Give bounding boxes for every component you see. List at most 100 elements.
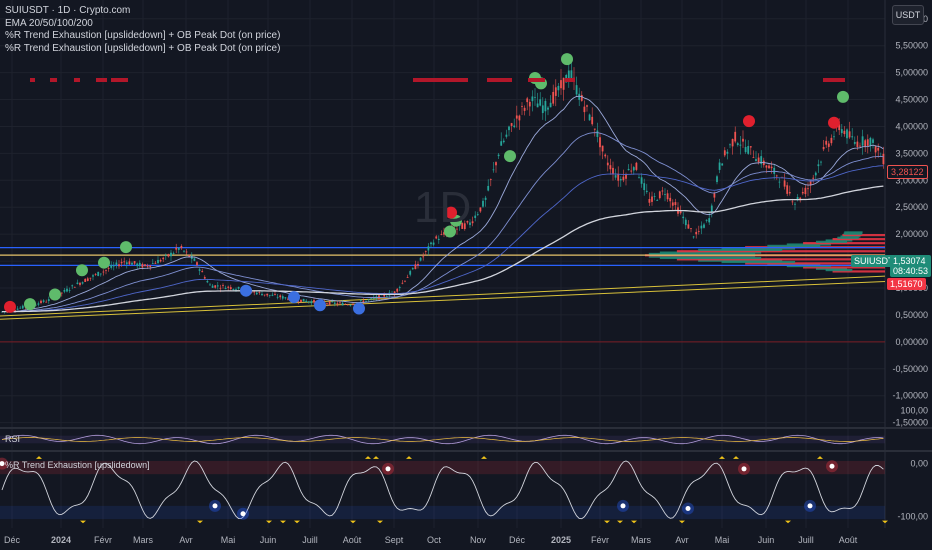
candle-body [63,289,66,292]
candle-body [799,197,802,199]
wr-signal-dot [620,503,626,509]
candle-body [848,131,851,138]
up-triangle [365,456,371,459]
candle-body [770,166,773,169]
signal-marker [30,78,35,82]
candle-body [346,304,349,306]
candle-body [180,245,183,249]
candle-body [287,298,289,300]
wr-signal-dot [0,461,5,467]
candle-body [492,169,495,171]
candle-body [229,287,232,290]
candle-body [188,255,191,257]
candle-body [73,286,76,288]
candle-body [742,138,744,142]
up-triangle [406,456,412,459]
candle-body [349,305,352,307]
candle-body [502,140,505,143]
candle-body [437,238,440,240]
volume-profile-bar [815,240,848,243]
candle-body [765,165,768,168]
candle-body [495,162,497,166]
candle-body [211,285,214,288]
candle-body [664,193,666,195]
candle-body [79,282,81,285]
ema-legend[interactable]: EMA 20/50/100/200 [5,17,93,29]
candle-body [648,199,651,203]
up-triangle [36,456,42,459]
candle-body [612,167,614,175]
indicator-legend-2[interactable]: %R Trend Exhaustion [upslidedown] + OB P… [5,42,281,54]
candle-body [669,197,672,202]
indicator-legend-1[interactable]: %R Trend Exhaustion [upslidedown] + OB P… [5,30,281,41]
volume-profile-bar [837,236,859,239]
candle-body [45,301,48,303]
candle-body [297,301,300,303]
symbol-title[interactable]: SUIUSDT · 1D · Crypto.com [5,5,131,16]
candle-body [489,178,492,180]
candle-body [731,139,734,147]
time-axis-label: Juill [798,535,814,545]
candle-body [341,302,344,306]
candle-body [814,172,817,176]
candle-body [570,70,573,79]
candle-body [684,219,687,226]
volume-profile-bar [825,269,853,272]
wr-line [1,460,884,520]
candle-body [604,154,607,157]
candle-body [531,96,534,102]
wr-pane-label[interactable]: %R Trend Exhaustion [upslidedown] [5,460,150,470]
candle-body [755,159,757,162]
up-triangle [817,456,823,459]
candle-body [606,162,609,166]
bear-exhaustion-dot [828,116,840,129]
candle-body [206,281,209,283]
candle-body [175,247,178,250]
candle-body [734,131,737,142]
candle-body [253,291,256,293]
ema-line-100 [2,165,884,313]
candle-body [856,141,859,147]
volume-profile-bar [832,270,885,273]
candle-body [300,299,302,303]
candle-body [775,175,778,177]
currency-button[interactable]: USDT [892,5,924,25]
candle-body [125,262,128,265]
candle-body [661,190,664,192]
candle-body [632,167,635,171]
rsi-band [0,435,885,444]
candle-body [21,305,24,309]
volume-profile-bar [803,242,885,245]
volume-profile-bar [767,244,821,247]
candle-body [820,161,822,163]
ema-line-20 [2,95,884,313]
candle-body [497,154,500,157]
wr-signal-dot [829,463,835,469]
candle-body [110,265,113,268]
candle-body [482,200,484,207]
candle-body [786,185,789,194]
candle-body [432,242,435,245]
volume-profile-bar [786,264,831,268]
up-triangle [373,456,379,459]
volume-profile-bar [648,255,756,258]
last-price-badge: 1,53074 08:40:53 [890,255,932,277]
candle-body [825,140,828,145]
rsi-pane-label[interactable]: RSI [5,434,21,444]
candle-body [682,216,685,219]
bull-exhaustion-dot [837,90,849,103]
candle-body [274,294,276,295]
candle-body [401,282,404,284]
candle-body [40,300,42,303]
signal-marker [487,78,512,82]
candle-body [791,201,794,203]
volume-profile-bar [767,263,821,266]
candle-body [593,128,596,130]
volume-profile-bar [648,252,756,256]
candle-body [164,255,167,257]
down-triangle [631,520,637,524]
time-axis-label: Mars [133,535,153,545]
candle-body [235,289,237,291]
